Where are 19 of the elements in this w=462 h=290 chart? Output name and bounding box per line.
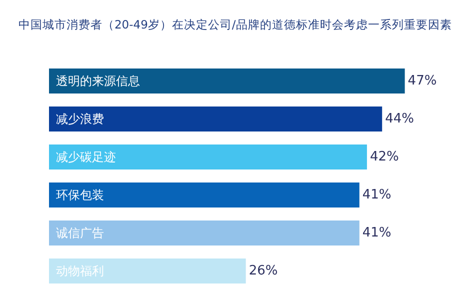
bar — [49, 220, 360, 246]
y-tick-label: 诚信广告 — [56, 226, 104, 240]
bar — [49, 68, 405, 94]
data-label: 42% — [370, 150, 399, 164]
y-tick-label: 环保包装 — [56, 188, 104, 202]
data-label: 47% — [408, 74, 437, 88]
data-label: 26% — [248, 264, 278, 278]
y-tick-label: 透明的来源信息 — [56, 74, 140, 88]
y-tick-label: 减少浪费 — [56, 112, 104, 126]
y-tick-label: 减少碳足迹 — [56, 150, 116, 164]
bar — [49, 182, 360, 208]
y-tick-label: 动物福利 — [56, 264, 104, 278]
bar — [49, 144, 367, 170]
data-label: 41% — [362, 188, 392, 202]
bar — [49, 106, 382, 132]
chart-title: 中国城市消费者（20-49岁）在决定公司/品牌的道德标准时会考虑一系列重要因素 — [18, 17, 452, 32]
data-label: 44% — [385, 112, 414, 126]
data-label: 41% — [362, 226, 392, 240]
bar — [49, 258, 246, 284]
